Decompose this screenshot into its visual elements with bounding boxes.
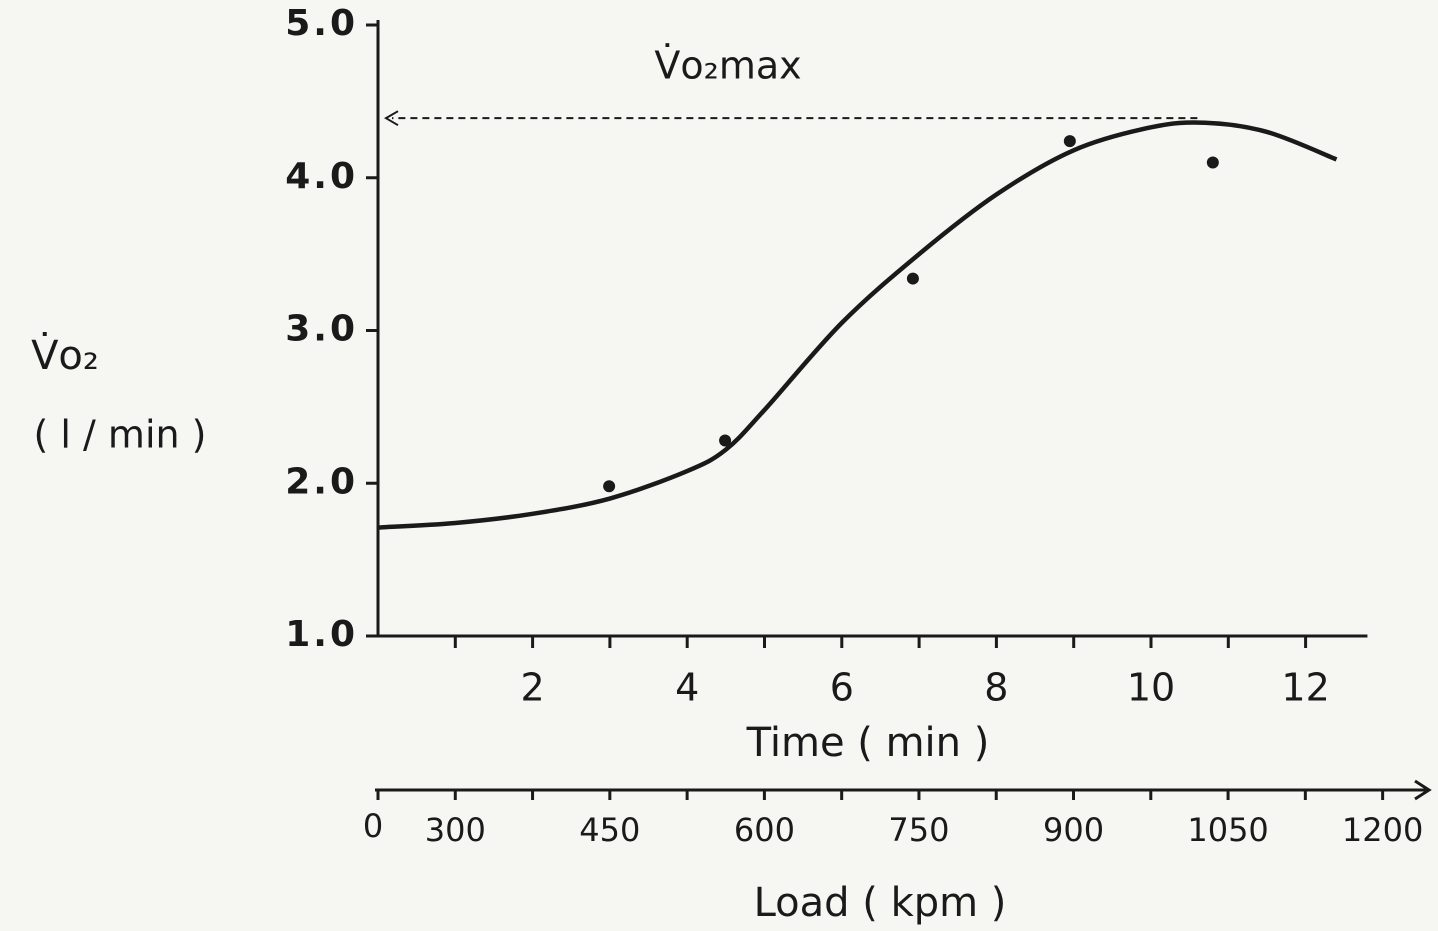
y-tick-label: 4.0: [285, 156, 358, 197]
y-tick-label: 3.0: [285, 309, 358, 350]
data-point: [1206, 156, 1219, 169]
data-point: [603, 480, 616, 493]
x-tick-label: 8: [984, 666, 1008, 710]
x-tick-label: 6: [830, 666, 854, 710]
x-tick-label: 10: [1127, 666, 1175, 710]
data-point: [719, 434, 732, 447]
vo2max-arrow: [384, 110, 399, 127]
y-axis-label: V̇o₂: [31, 332, 99, 379]
x2-origin-label: 0: [363, 807, 383, 845]
x2-axis-label: Load ( kpm ): [754, 880, 1007, 926]
data-point: [1063, 135, 1076, 148]
x2-tick-label: 1050: [1187, 811, 1268, 849]
x-axis-label: Time ( min ): [746, 720, 990, 766]
y-tick-label: 5.0: [285, 3, 358, 44]
x-tick-label: 2: [521, 666, 545, 710]
x2-tick-label: 1200: [1342, 811, 1423, 849]
x2-tick-label: 750: [888, 811, 949, 849]
x2-tick-label: 900: [1043, 811, 1104, 849]
x2-tick-label: 450: [579, 811, 640, 849]
x-tick-label: 4: [675, 666, 699, 710]
y-tick-label: 2.0: [285, 461, 358, 502]
y-tick-label: 1.0: [285, 614, 358, 655]
x2-tick-label: 300: [425, 811, 486, 849]
fit-curve: [377, 120, 1338, 530]
x2-tick-label: 600: [734, 811, 795, 849]
x2-axis-arrow: [1414, 779, 1432, 801]
y-axis-units: ( l / min ): [34, 413, 207, 457]
data-point: [906, 272, 919, 285]
x-tick-label: 12: [1281, 666, 1329, 710]
vo2max-label: V̇o₂max: [654, 44, 801, 88]
